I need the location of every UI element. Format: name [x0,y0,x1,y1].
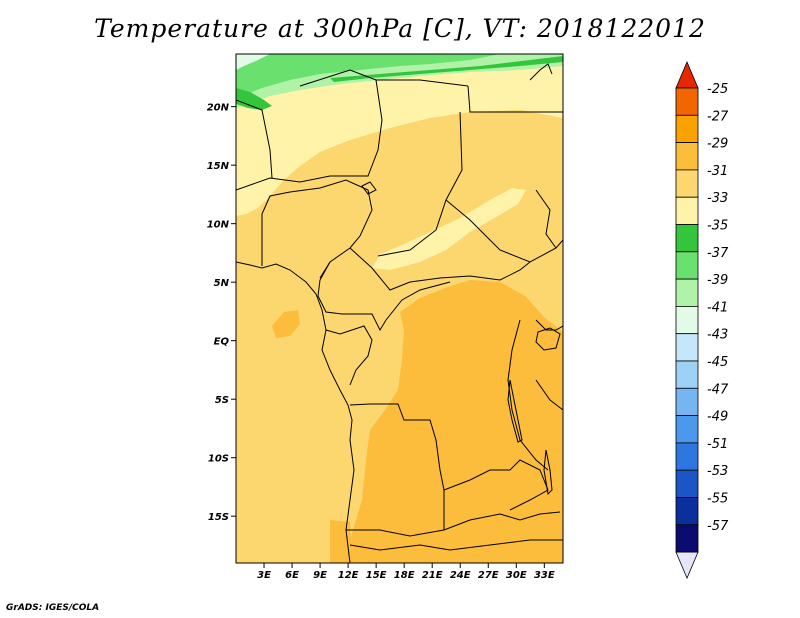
longitude-axis: 3E 6E 9E 12E 15E 18E 21E 24E 27E 30E 33E [257,563,555,581]
field-warm-south [330,520,352,563]
colorbar-bin [675,524,699,553]
lon-tick-label: 9E [313,570,327,581]
colorbar-bin [675,278,699,307]
colorbar-label: -51 [707,437,728,452]
colorbar-label: -35 [707,219,728,234]
colorbar-bin [675,251,699,280]
field-warm-gabon [272,310,300,338]
border-namibia [346,511,561,537]
colorbar-label: -33 [707,191,728,206]
lon-tick-label: 3E [257,570,271,581]
lat-tick-label: 15S [208,512,229,523]
colorbar-bin [675,196,699,225]
lon-tick-label: 18E [394,570,415,581]
colorbar-bin [675,169,699,198]
colorbar: -25 -27 -29 -31 -33 -35 -37 -39 -41 -43 -45 -47 -49 -… [675,60,729,580]
field-lightest [236,54,270,70]
lon-tick-label: 6E [285,570,299,581]
country-borders [236,63,563,563]
field-green-mid [236,54,500,98]
colorbar-label: -41 [707,300,728,315]
field-warm-east [350,280,563,563]
border-southern-lower [349,539,563,551]
colorbar-label: -37 [707,246,729,261]
colorbar-label: -49 [707,410,728,425]
colorbar-bin [675,497,699,526]
border-congo [325,325,373,386]
border-chad-sudan [377,111,463,257]
field-green-dark [236,88,272,110]
lat-tick-label: 5N [214,278,230,289]
border-uganda-kenya [535,319,563,331]
colorbar-bin [675,87,699,116]
latitude-axis: 20N 15N 10N 5N EQ 5S 10S 15S [207,103,236,523]
border-zambia [443,459,549,511]
lat-tick-label: 10S [208,454,229,465]
grads-credit: GrADS: IGES/COLA [6,603,100,613]
colorbar-label: -31 [707,164,728,179]
colorbar-label: -45 [707,355,728,370]
lake-malawi [543,449,553,496]
border-north-divide [299,69,469,87]
colorbar-bin [675,469,699,498]
colorbar-bin [675,224,699,253]
colorbar-label: -57 [707,519,729,534]
lake-chad [361,181,377,195]
field-green-dark-strip [330,56,563,82]
border-ethiopia [535,189,557,249]
colorbar-bin [675,360,699,389]
lon-tick-label: 12E [338,570,359,581]
border-drc-east [507,319,549,471]
colorbar-bin [675,415,699,444]
lon-tick-label: 33E [534,570,555,581]
border-drc-north [385,281,451,321]
lon-tick-label: 30E [506,570,527,581]
plot-frame [235,53,564,564]
lon-tick-label: 27E [478,570,499,581]
lat-tick-label: 5S [215,395,229,406]
lat-tick-label: 10N [207,220,230,231]
colorbar-bin [675,387,699,416]
colorbar-label: -55 [707,492,728,507]
colorbar-label: -39 [707,273,728,288]
colorbar-bin [675,305,699,335]
colorbar-label: -27 [707,109,729,124]
temperature-field [236,54,563,563]
coastline-west-africa [236,261,355,563]
colorbar-label: -47 [707,382,729,397]
colorbar-top-triangle [675,60,699,89]
red-sea-coast [529,63,553,81]
colorbar-bottom-triangle [675,551,699,580]
lake-victoria [535,327,561,351]
border-car [349,247,531,291]
lon-tick-label: 21E [422,570,443,581]
colorbar-bin [675,333,699,362]
lake-tanganyika [507,379,523,443]
colorbar-label: -43 [707,328,728,343]
colorbar-label: -53 [707,464,728,479]
colorbar-label: -25 [707,82,728,97]
border-angola [349,403,445,530]
field-cool-north [236,54,563,216]
lon-tick-label: 24E [450,570,471,581]
colorbar-label: -29 [707,137,728,152]
lon-tick-label: 15E [366,570,387,581]
map-title: Temperature at 300hPa [C], VT: 201812201… [94,14,706,43]
lat-tick-label: EQ [214,337,230,348]
lat-tick-label: 15N [207,161,230,172]
border-nigeria [261,179,373,279]
colorbar-bin [675,114,699,144]
border-libya-egypt [467,85,563,113]
lat-tick-label: 20N [207,103,230,114]
colorbar-bin [675,142,699,171]
border-mali-niger [236,99,273,179]
border-tanzania [535,379,563,411]
colorbar-bin [675,442,699,471]
border-cameroon [317,261,387,332]
border-niger-chad [236,79,383,191]
